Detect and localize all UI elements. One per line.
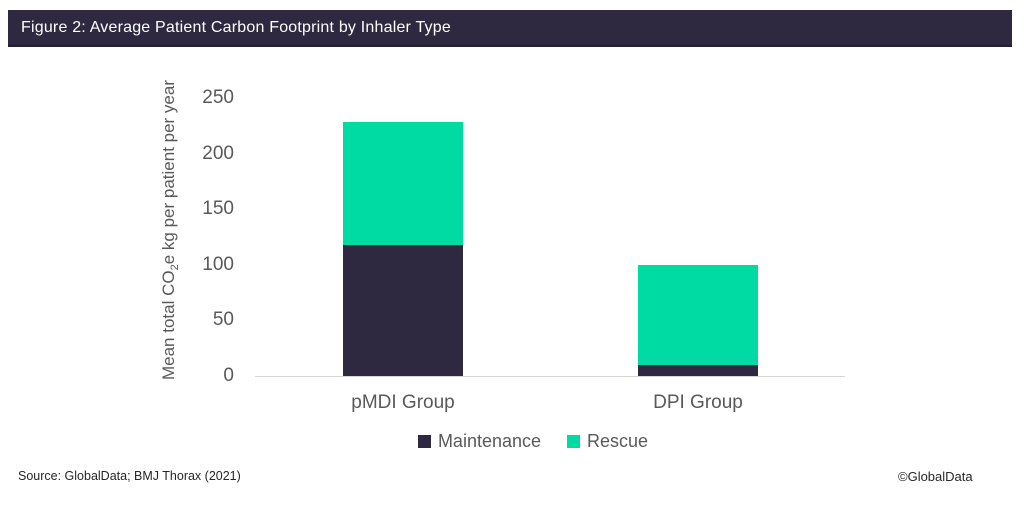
y-tick-label: 150 (202, 198, 234, 220)
bar-segment-pmdi-group-rescue (343, 122, 463, 245)
y-axis-title: Mean total CO2e kg per patient per year (159, 80, 181, 380)
y-tick-label: 50 (212, 309, 234, 331)
source-text: Source: GlobalData; BMJ Thorax (2021) (18, 469, 241, 483)
y-tick-label: 0 (223, 365, 234, 386)
bar-segment-pmdi-group-maintenance (343, 244, 463, 376)
y-tick-label: 200 (202, 142, 234, 164)
figure-title-bar: Figure 2: Average Patient Carbon Footpri… (8, 10, 1012, 47)
x-category-label: pMDI Group (351, 392, 455, 413)
bar-segment-dpi-group-rescue (638, 264, 758, 365)
plot-area (255, 98, 845, 377)
legend: Maintenance Rescue (0, 431, 1024, 451)
y-tick-label: 250 (202, 87, 234, 108)
legend-swatch-icon (417, 434, 431, 448)
figure-title: Figure 2: Average Patient Carbon Footpri… (21, 18, 451, 36)
bar-segment-dpi-group-maintenance (638, 364, 758, 376)
y-tick-label: 100 (202, 253, 234, 275)
legend-item-maintenance: Maintenance (417, 430, 542, 452)
legend-swatch-icon (567, 434, 581, 448)
copyright-text: ©GlobalData (898, 469, 973, 484)
legend-label: Rescue (587, 430, 649, 451)
x-category-label: DPI Group (653, 392, 743, 413)
legend-label: Maintenance (437, 430, 542, 451)
legend-item-rescue: Rescue (567, 431, 648, 452)
